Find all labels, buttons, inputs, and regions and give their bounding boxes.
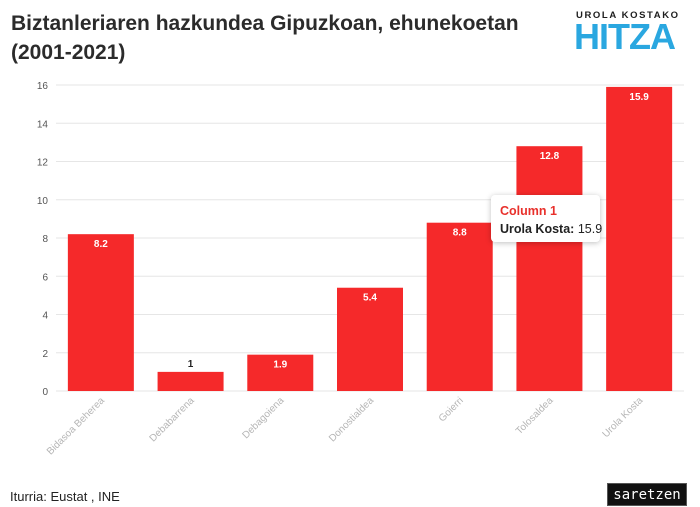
bar [516,146,583,391]
source-note: Iturria: Eustat , INE [10,489,120,504]
y-tick-label: 8 [42,234,48,245]
x-tick-label: Urola Kosta [601,395,646,440]
logo-main-text: HITZA [574,16,676,57]
bar [67,234,134,391]
logo-top-text: UROLA KOSTAKO [576,10,680,21]
x-tick-label: Debabarrena [148,395,197,444]
tooltip-value-line: Urola Kosta: 15.9 [500,222,602,236]
publisher-logo: UROLA KOSTAKO HITZA [574,10,686,57]
bar [606,86,673,391]
data-label: 8.2 [94,239,108,250]
y-tick-label: 16 [37,81,49,92]
tooltip-series-name: Column 1 [500,204,557,218]
data-label: 15.9 [629,92,649,103]
y-tick-label: 10 [37,196,49,207]
x-tick-label: Tolosaldea [514,395,556,437]
y-tick-label: 14 [37,119,49,130]
y-tick-label: 6 [42,272,48,283]
data-label: 12.8 [540,151,560,162]
x-tick-label: Goierri [437,395,466,424]
bar [426,222,493,391]
bar [337,287,403,391]
bar [247,354,314,391]
x-tick-label: Bidasoa Beherea [45,395,107,457]
data-label: 5.4 [363,293,377,304]
data-label: 8.8 [453,228,467,239]
tooltip-category: Urola Kosta: [500,222,575,236]
tooltip-value: 15.9 [577,222,603,236]
x-tick-label: Donostialdea [327,395,376,444]
y-tick-label: 4 [42,311,48,322]
y-tick-label: 0 [42,387,48,398]
data-label: 1.9 [273,360,287,371]
y-tick-label: 2 [42,349,48,360]
y-tick-label: 12 [37,158,49,169]
bar [157,371,224,391]
chart-title: Biztanleriaren hazkundea Gipuzkoan, ehun… [11,12,519,64]
bar-chart: 0 2 4 6 8 10 12 14 16 8.2 Bidasoa Beherea 1 Debabarr… [37,81,684,457]
data-label: 1 [188,359,194,370]
saretzen-logo: saretzen [607,483,687,506]
x-tick-label: Debagoiena [240,395,286,441]
chart-tooltip: Column 1 Urola Kosta: 15.9 [491,195,602,242]
